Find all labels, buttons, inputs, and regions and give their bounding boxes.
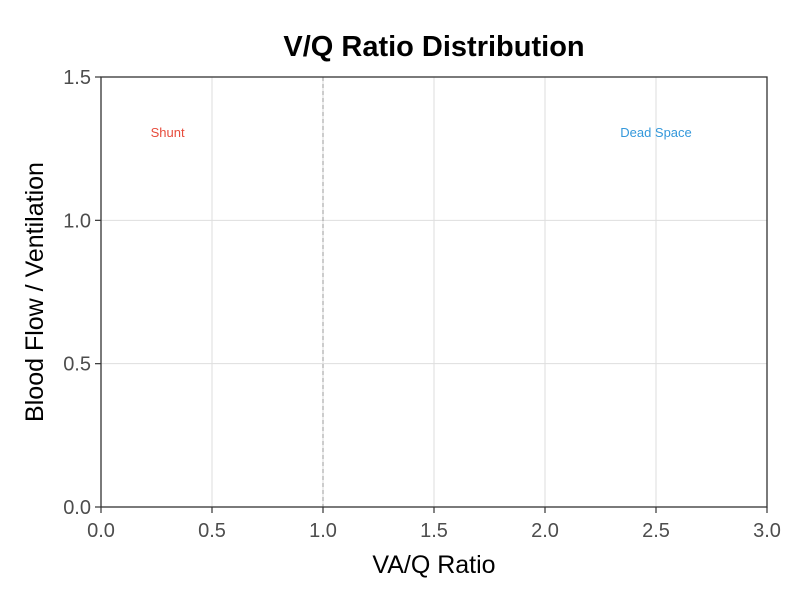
y-tick-label-3: 1.5 (63, 67, 91, 89)
annotations: Shunt Dead Space (151, 125, 692, 140)
y-tick-label-2: 1.0 (63, 210, 91, 232)
x-tick-label-1: 0.5 (198, 520, 226, 542)
annotation-shunt: Shunt (151, 125, 185, 140)
annotation-dead-space: Dead Space (620, 125, 692, 140)
x-tick-label-4: 2.0 (531, 520, 559, 542)
x-tick-label-5: 2.5 (642, 520, 670, 542)
x-tick-label-3: 1.5 (420, 520, 448, 542)
x-axis-title: VA/Q Ratio (372, 551, 495, 579)
grid (100, 76, 768, 508)
y-tick-label-0: 0.0 (63, 497, 91, 519)
x-tick-label-6: 3.0 (753, 520, 781, 542)
x-tick-label-2: 1.0 (309, 520, 337, 542)
x-tick-label-0: 0.0 (87, 520, 115, 542)
y-axis-title: Blood Flow / Ventilation (21, 162, 49, 422)
y-tick-label-1: 0.5 (63, 354, 91, 376)
chart-title: V/Q Ratio Distribution (283, 31, 584, 63)
y-axis-ticks: 0.0 0.5 1.0 1.5 (63, 67, 101, 519)
x-axis-ticks: 0.0 0.5 1.0 1.5 2.0 2.5 3.0 (87, 507, 781, 542)
